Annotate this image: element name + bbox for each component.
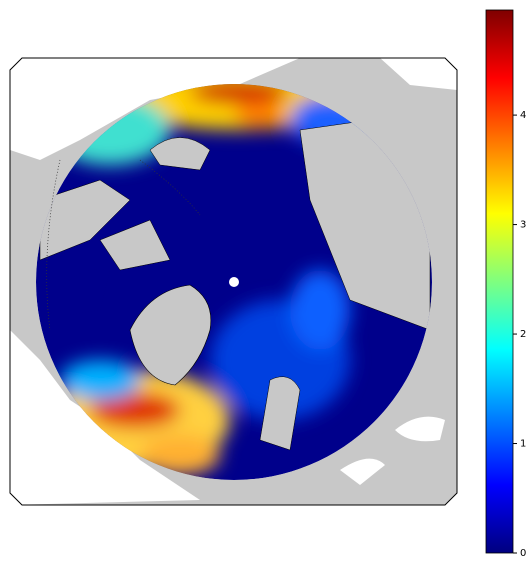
ocean xyxy=(10,330,200,505)
colorbar-tick-label: 4 xyxy=(520,110,526,121)
ocean xyxy=(10,58,300,160)
map-frame xyxy=(9,57,458,506)
border xyxy=(46,159,201,331)
map xyxy=(10,58,457,505)
ocean xyxy=(380,58,457,90)
lake xyxy=(340,458,385,485)
colorbar-gradient xyxy=(485,9,514,554)
colorbar-tick-label: 3 xyxy=(520,220,526,231)
colorbar: 0 1 2 3 4 xyxy=(485,9,526,559)
colorbar-tick-label: 2 xyxy=(520,329,526,340)
pole xyxy=(229,277,239,287)
colorbar-tick-label: 0 xyxy=(520,548,526,559)
lake xyxy=(395,416,445,442)
colorbar-tick-label: 1 xyxy=(520,439,526,450)
